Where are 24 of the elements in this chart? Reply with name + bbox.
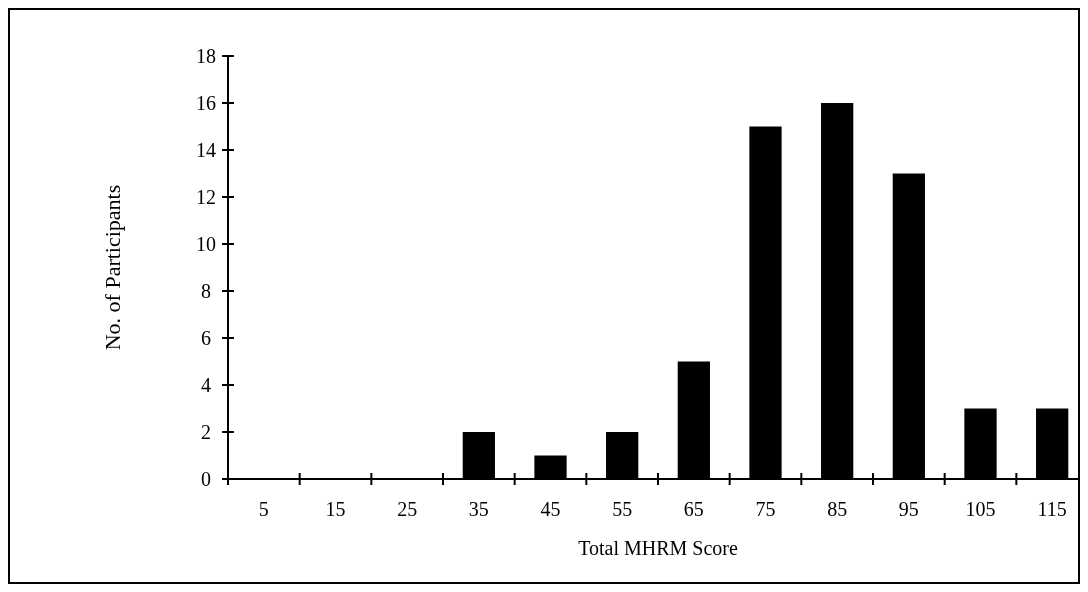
y-tick-label: 12 xyxy=(196,186,216,208)
x-tick-label: 85 xyxy=(827,498,848,520)
y-tick-label: 16 xyxy=(196,92,216,114)
x-tick-label: 45 xyxy=(540,498,561,520)
x-tick-label: 15 xyxy=(325,498,346,520)
x-tick-label: 5 xyxy=(258,498,269,520)
x-tick-label: 95 xyxy=(898,498,919,520)
x-axis-title: Total MHRM Score xyxy=(578,537,738,559)
x-tick-label: 25 xyxy=(397,498,418,520)
y-tick-label: 10 xyxy=(196,233,216,255)
x-tick-label: 75 xyxy=(755,498,776,520)
x-tick-label: 115 xyxy=(1037,498,1067,520)
x-tick-label: 35 xyxy=(468,498,489,520)
y-axis-title: No. of Participants xyxy=(100,184,125,351)
x-tick-label: 105 xyxy=(965,498,996,520)
y-tick-label: 6 xyxy=(201,327,211,349)
y-tick-label: 18 xyxy=(196,45,216,67)
x-tick-label: 55 xyxy=(612,498,633,520)
y-tick-label: 4 xyxy=(201,374,211,396)
y-tick-label: 8 xyxy=(201,280,211,302)
x-tick-label: 65 xyxy=(683,498,704,520)
y-tick-label: 14 xyxy=(196,139,216,161)
y-tick-label: 2 xyxy=(201,421,211,443)
y-tick-label: 0 xyxy=(201,468,211,490)
